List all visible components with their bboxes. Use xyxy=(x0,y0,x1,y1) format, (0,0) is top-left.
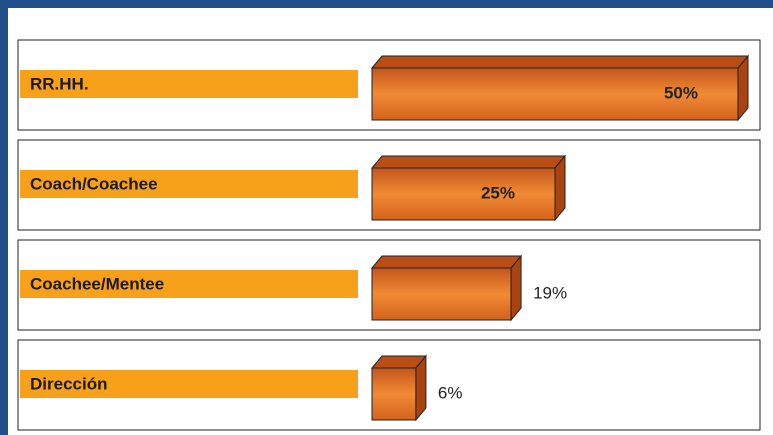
category-label: Coach/Coachee xyxy=(30,174,158,193)
category-label-bg xyxy=(20,170,358,198)
row-box xyxy=(17,339,761,431)
row-box xyxy=(17,139,761,231)
value-label: 25% xyxy=(481,183,515,202)
category-label: RR.HH. xyxy=(30,74,89,93)
bar-side xyxy=(415,354,427,422)
bar-front xyxy=(371,167,556,221)
bar-top xyxy=(370,255,523,269)
category-label-bg xyxy=(20,70,358,98)
bar-side xyxy=(737,54,749,122)
bar xyxy=(370,154,567,222)
bar-side xyxy=(510,254,522,322)
value-label: 50% xyxy=(664,83,698,102)
category-label: Dirección xyxy=(30,374,107,393)
bar-front xyxy=(371,67,739,121)
row-box xyxy=(17,239,761,331)
bar xyxy=(370,254,523,322)
value-label: 6% xyxy=(438,383,463,402)
value-label: 19% xyxy=(533,283,567,302)
top-band xyxy=(0,0,773,8)
category-label-bg xyxy=(20,370,358,398)
bar xyxy=(370,354,427,422)
left-band xyxy=(0,0,8,435)
bar-front xyxy=(371,267,512,321)
bar-top xyxy=(370,55,750,69)
row-box xyxy=(17,39,761,131)
bar-top xyxy=(370,155,567,169)
bar-side xyxy=(554,154,566,222)
bar-front xyxy=(371,367,417,421)
category-label-bg xyxy=(20,270,358,298)
category-label: Coachee/Mentee xyxy=(30,274,164,293)
bar xyxy=(370,54,750,122)
